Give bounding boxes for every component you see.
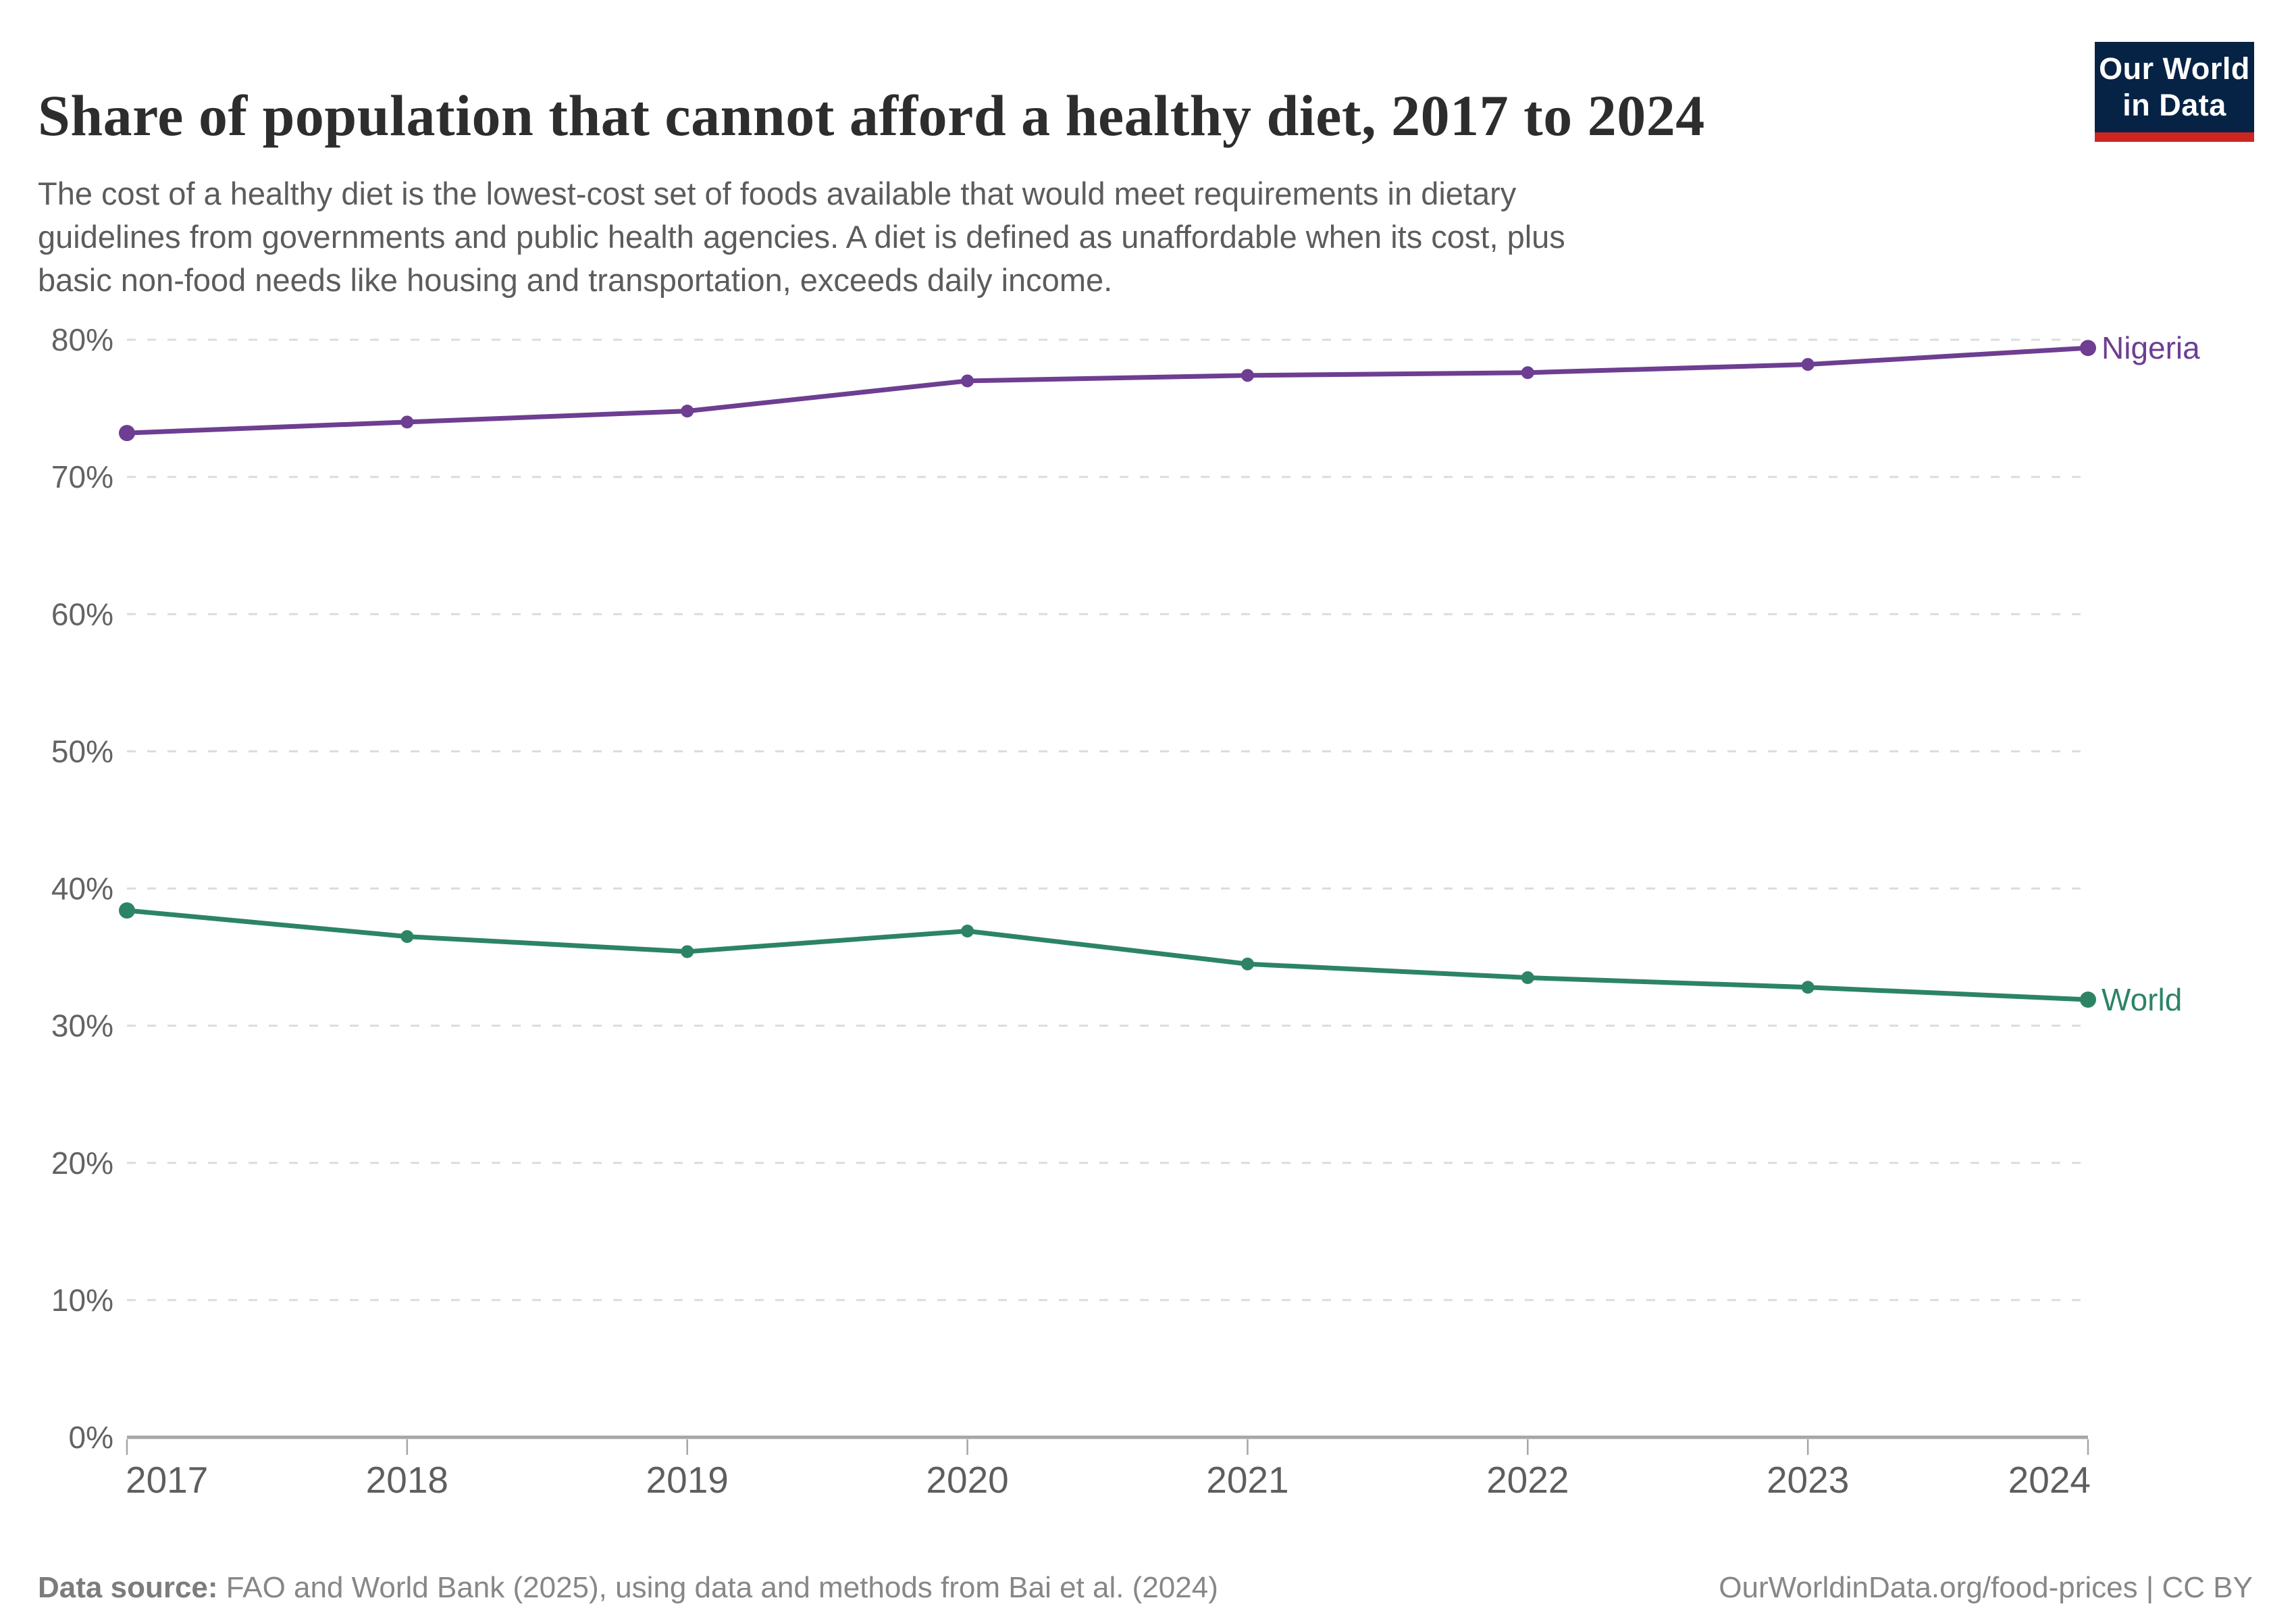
y-axis-label-30: 30% — [51, 1008, 113, 1044]
series-end-label-nigeria[interactable]: Nigeria — [2102, 330, 2200, 365]
y-axis-label-20: 20% — [51, 1146, 113, 1181]
data-point-world-2023 — [1801, 981, 1815, 994]
data-point-nigeria-2018 — [400, 415, 414, 429]
x-axis-label-2022: 2022 — [1486, 1459, 1569, 1501]
data-point-world-2021 — [1241, 957, 1254, 971]
data-point-nigeria-2019 — [681, 405, 694, 418]
data-source-label: Data source: — [38, 1571, 218, 1604]
data-point-nigeria-2020 — [961, 374, 974, 388]
y-axis-label-70: 70% — [51, 459, 113, 494]
y-axis-label-60: 60% — [51, 596, 113, 632]
x-axis-label-2017: 2017 — [126, 1459, 208, 1501]
x-axis-label-2018: 2018 — [366, 1459, 448, 1501]
data-point-nigeria-2024 — [2080, 340, 2096, 357]
series-end-label-world[interactable]: World — [2102, 982, 2182, 1017]
x-axis-label-2021: 2021 — [1206, 1459, 1288, 1501]
chart-title: Share of population that cannot afford a… — [38, 82, 1705, 148]
x-axis-label-2023: 2023 — [1767, 1459, 1849, 1501]
data-point-world-2024 — [2080, 992, 2096, 1008]
data-point-world-2020 — [961, 924, 974, 937]
owid-url-link[interactable]: OurWorldinData.org/food-prices | CC BY — [1719, 1571, 2253, 1604]
x-axis-label-2024: 2024 — [2008, 1459, 2091, 1501]
x-axis-label-2020: 2020 — [926, 1459, 1008, 1501]
series-line-world — [124, 908, 2091, 1002]
chart-subtitle: The cost of a healthy diet is the lowest… — [38, 176, 1565, 298]
y-axis-label-40: 40% — [51, 871, 113, 906]
data-point-nigeria-2017 — [119, 425, 135, 442]
data-point-nigeria-2021 — [1241, 369, 1254, 382]
data-point-nigeria-2023 — [1801, 358, 1815, 371]
owid-logo-line2: in Data — [2122, 88, 2226, 122]
x-axis-label-2019: 2019 — [646, 1459, 729, 1501]
data-point-world-2018 — [400, 930, 414, 944]
owid-logo[interactable]: Our World in Data — [2095, 42, 2254, 142]
y-axis-label-0: 0% — [69, 1420, 113, 1455]
data-point-world-2019 — [681, 945, 694, 958]
data-point-world-2017 — [119, 902, 135, 919]
data-point-world-2022 — [1521, 971, 1534, 985]
y-axis-label-50: 50% — [51, 734, 113, 769]
data-source-note: Data source: FAO and World Bank (2025), … — [38, 1571, 1218, 1605]
y-axis-label-10: 10% — [51, 1283, 113, 1318]
owid-logo-line1: Our World — [2099, 51, 2250, 86]
series-line-nigeria — [124, 345, 2091, 436]
data-source-text: FAO and World Bank (2025), using data an… — [217, 1571, 1218, 1604]
data-point-nigeria-2022 — [1521, 366, 1534, 380]
y-axis-label-80: 80% — [51, 322, 113, 357]
